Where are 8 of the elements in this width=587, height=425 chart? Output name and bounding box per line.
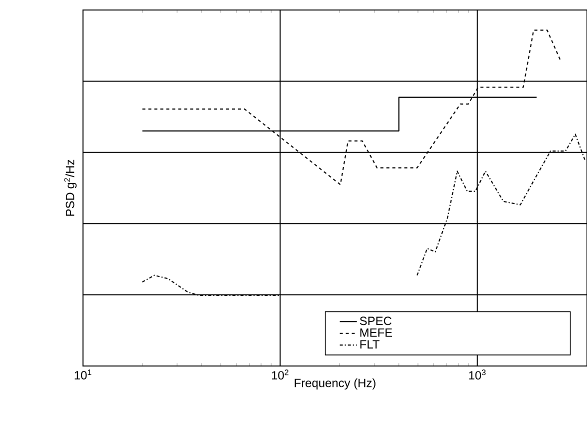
- legend-label: SPEC: [360, 316, 392, 326]
- y-axis-title: PSD g$^{2}$/Hz: [64, 160, 77, 216]
- legend-label: MEFE: [360, 328, 392, 337]
- x-tick-label: 10$^{1}$: [74, 370, 92, 380]
- legend-label: FLT: [360, 340, 380, 348]
- x-tick-label: 10$^{2}$: [272, 370, 288, 380]
- x-tick-label: 10$^{3}$: [469, 370, 486, 380]
- x-axis-title: Frequency (Hz): [294, 378, 376, 390]
